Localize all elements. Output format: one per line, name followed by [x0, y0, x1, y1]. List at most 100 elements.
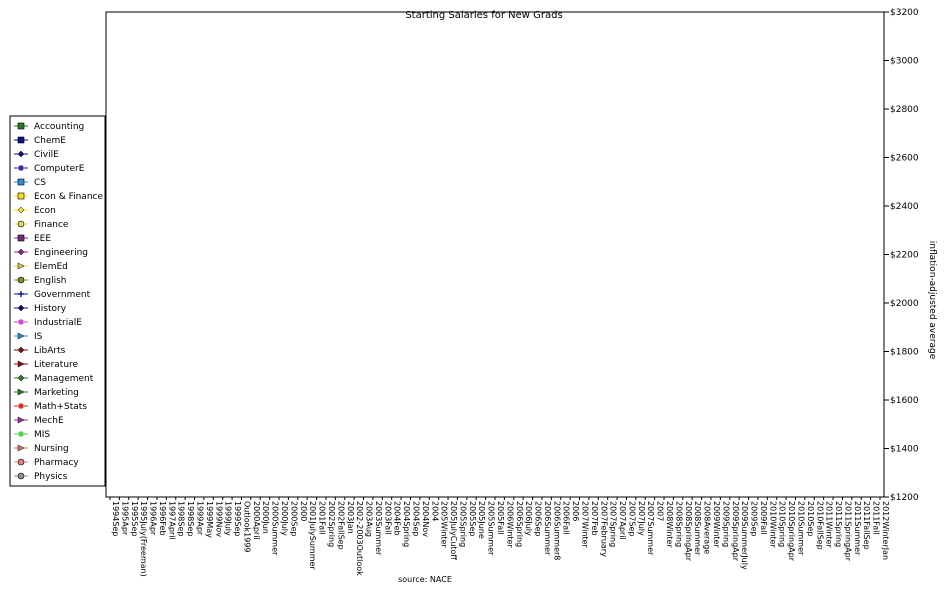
legend-marker [17, 178, 25, 186]
legend-item: Pharmacy [14, 458, 79, 468]
x-tick-label: 2001JulySummer [308, 501, 317, 570]
x-tick-label: 2011Spring [834, 501, 843, 547]
legend-label: Nursing [34, 444, 69, 454]
legend-marker [17, 248, 25, 256]
legend-marker [18, 165, 24, 171]
x-tick-label: 1999Sep [233, 501, 242, 536]
x-tick-label: 1999Apr [196, 501, 205, 536]
legend-label: Econ [34, 206, 56, 216]
x-tick-label: 2005Spring [458, 501, 467, 547]
x-tick-label: 2005Summer [487, 501, 496, 556]
legend-label: ComputerE [34, 164, 85, 174]
legend-label: English [34, 276, 67, 286]
x-tick-label: 1995Apr [120, 501, 129, 536]
x-tick-label: 2010Summer [796, 501, 805, 556]
legend-item: Math+Stats [14, 402, 87, 412]
legend-item: CivilE [14, 150, 59, 160]
x-tick-label: 1997April [167, 501, 176, 540]
legend-marker [17, 360, 25, 368]
y-tick-label: $2800 [890, 105, 919, 115]
y-tick-label: $1800 [890, 348, 919, 358]
y-tick-label: $2200 [890, 251, 919, 261]
legend-label: ChemE [34, 136, 66, 146]
legend-label: EEE [34, 234, 51, 244]
legend-item: Econ & Finance [14, 192, 103, 202]
legend-label: Math+Stats [34, 402, 87, 412]
x-tick-label: 2003Aug [365, 501, 374, 537]
x-tick-label: 2007Sep [627, 501, 636, 536]
x-tick-label: 2011SpringApr [843, 501, 852, 562]
legend-label: Accounting [34, 122, 84, 132]
legend-item: Econ [14, 206, 56, 216]
legend-marker [17, 458, 25, 466]
legend-label: History [34, 304, 67, 314]
y-tick-label: $1600 [890, 396, 919, 406]
legend-item: Government [14, 290, 91, 300]
x-tick-label: 2010Sep [806, 501, 815, 536]
x-tick-label: 2008Spring [674, 501, 683, 547]
legend-label: Finance [34, 220, 69, 230]
legend-marker [17, 234, 25, 242]
legend-box [9, 115, 106, 487]
legend-item: Nursing [14, 444, 69, 454]
legend-item: MechE [14, 416, 64, 426]
x-tick-label: 2009Sep [750, 501, 759, 536]
legend-label: CivilE [34, 150, 59, 160]
legend-marker [17, 472, 25, 480]
y-tick-label: $2400 [890, 202, 919, 212]
legend-marker [18, 291, 24, 297]
legend-item: Finance [14, 220, 69, 230]
legend-item: Literature [14, 360, 79, 370]
x-tick-label: Outlook1999 [242, 501, 251, 553]
legend-item: History [14, 304, 67, 314]
x-tick-label: 2010Winter [768, 501, 777, 548]
legend-label: Engineering [34, 248, 88, 258]
legend-label: IS [34, 332, 43, 342]
x-tick-label: 2006Summer8 [552, 501, 561, 560]
x-tick-label: 2006Sep [534, 501, 543, 536]
legend-item: MIS [14, 430, 50, 440]
legend-label: Marketing [34, 388, 79, 398]
legend-marker [17, 136, 25, 144]
legend-marker [17, 122, 25, 130]
x-tick-label: 2002Spring [327, 501, 336, 547]
x-tick-label: 2005Sep [468, 501, 477, 536]
legend-item: Management [14, 374, 94, 384]
plot-area [105, 11, 885, 498]
x-tick-label: 2009SummerJuly [740, 501, 749, 570]
x-tick-label: 2007April [618, 501, 627, 540]
legend-marker [17, 444, 25, 452]
legend-item: English [14, 276, 67, 286]
x-tick-label: 2009Winter [712, 501, 721, 548]
x-tick-label: 2009SpringApr [731, 501, 740, 562]
x-tick-label: 2003Summer [374, 501, 383, 556]
legend-item: ComputerE [14, 164, 85, 174]
x-tick-label: 2011Winter [825, 501, 834, 548]
x-axis-ticks: 1994Sep 1995Apr 1995Sep 1995July(Freeman) 19… [109, 497, 890, 577]
legend-marker [17, 416, 25, 424]
x-tick-label: 1994Sep [111, 501, 120, 536]
y-tick-label: $1200 [890, 493, 919, 503]
y-tick-label: $1400 [890, 445, 919, 455]
legend-item: EEE [14, 234, 51, 244]
legend-label: CS [34, 178, 46, 188]
legend-label: ElemEd [34, 262, 68, 272]
x-tick-label: 1998Sep [177, 501, 186, 536]
x-tick-label: 1999May [205, 501, 214, 538]
legend-item: ChemE [14, 136, 66, 146]
source-note: source: NACE [398, 575, 452, 584]
x-tick-label: 2008SpringApr [684, 501, 693, 562]
legend-item: IS [14, 332, 43, 342]
y-tick-label: $3000 [890, 57, 919, 67]
x-tick-label: 2004Feb [393, 501, 402, 536]
legend-label: MechE [34, 416, 64, 426]
legend-item: IndustrialE [14, 318, 82, 328]
legend-marker [17, 304, 25, 312]
x-tick-label: 2007July [637, 501, 646, 536]
legend-marker [17, 332, 25, 340]
legend-label: IndustrialE [34, 318, 82, 328]
x-tick-label: 2006Summer [543, 501, 552, 556]
x-tick-label: 2007Feb [590, 501, 599, 536]
legend-marker [17, 374, 25, 382]
